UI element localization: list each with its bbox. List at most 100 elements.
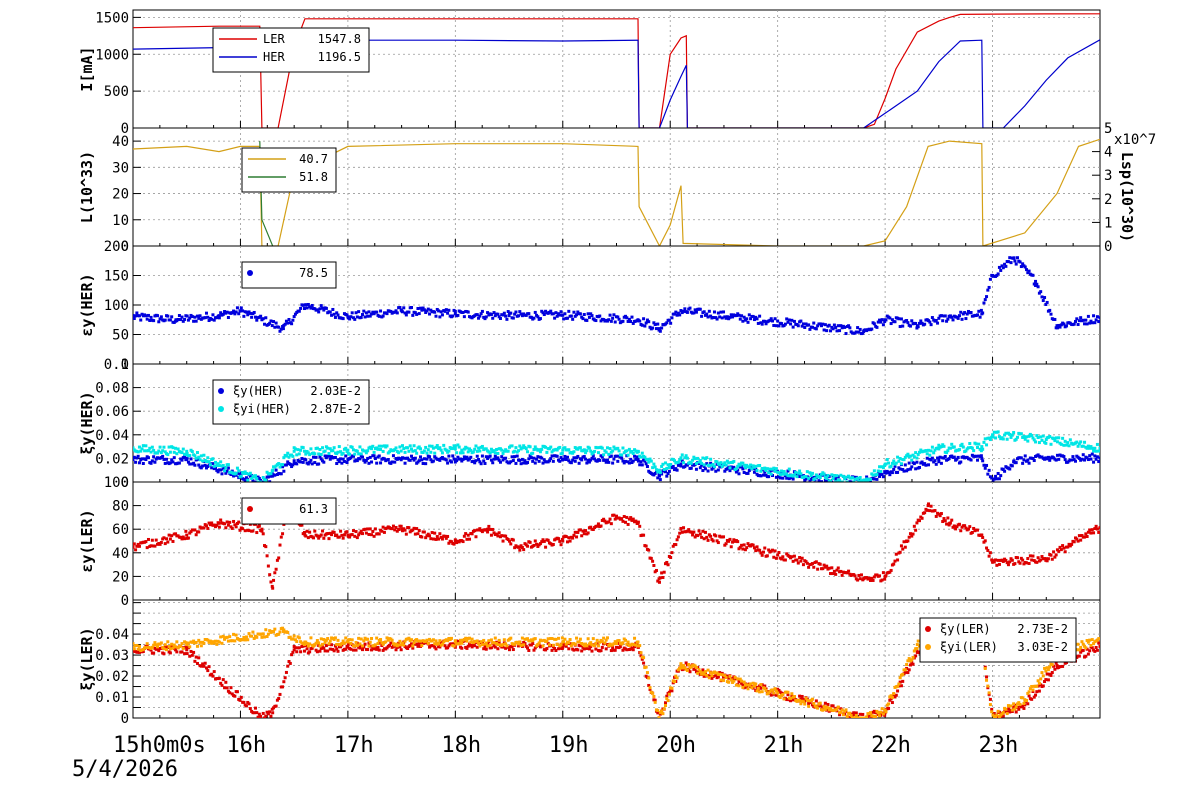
- data-point: [589, 450, 592, 453]
- data-point: [893, 320, 896, 323]
- data-point: [579, 638, 582, 641]
- data-point: [295, 453, 298, 456]
- data-point: [526, 461, 529, 464]
- data-point: [561, 314, 564, 317]
- data-point: [185, 648, 188, 651]
- data-point: [602, 637, 605, 640]
- data-point: [411, 314, 414, 317]
- data-point: [580, 458, 583, 461]
- data-point: [924, 464, 927, 467]
- data-point: [1038, 690, 1041, 693]
- data-point: [834, 477, 837, 480]
- data-point: [434, 538, 437, 541]
- data-point: [730, 545, 733, 548]
- data-point: [450, 637, 453, 640]
- data-point: [175, 452, 178, 455]
- data-point: [165, 537, 168, 540]
- data-point: [748, 469, 751, 472]
- data-point: [183, 652, 186, 655]
- data-point: [825, 477, 828, 480]
- data-point: [995, 564, 998, 567]
- data-point: [750, 467, 753, 470]
- data-point: [193, 660, 196, 663]
- data-point: [432, 460, 435, 463]
- data-point: [208, 665, 211, 668]
- data-point: [767, 471, 770, 474]
- data-point: [188, 655, 191, 658]
- data-point: [420, 458, 423, 461]
- data-point: [959, 311, 962, 314]
- data-point: [995, 477, 998, 480]
- y-tick-label: 100: [104, 298, 129, 314]
- data-point: [636, 455, 639, 458]
- data-point: [211, 462, 214, 465]
- data-point: [474, 459, 477, 462]
- data-point: [334, 456, 337, 459]
- data-point: [740, 544, 743, 547]
- data-point: [545, 647, 548, 650]
- data-point: [474, 535, 477, 538]
- data-point: [606, 446, 609, 449]
- data-point: [719, 679, 722, 682]
- data-point: [762, 551, 765, 554]
- data-point: [255, 531, 258, 534]
- data-point: [899, 457, 902, 460]
- data-point: [147, 538, 150, 541]
- data-point: [887, 702, 890, 705]
- data-point: [776, 320, 779, 323]
- data-point: [1019, 703, 1022, 706]
- data-point: [703, 537, 706, 540]
- data-point: [1022, 458, 1025, 461]
- data-point: [903, 470, 906, 473]
- data-point: [719, 461, 722, 464]
- data-point: [1093, 650, 1096, 653]
- data-point: [320, 533, 323, 536]
- data-point: [775, 324, 778, 327]
- data-point: [556, 315, 559, 318]
- data-point: [1097, 460, 1100, 463]
- data-point: [1099, 526, 1102, 529]
- data-point: [986, 549, 989, 552]
- data-point: [930, 505, 933, 508]
- data-point: [226, 686, 229, 689]
- data-point: [1055, 436, 1058, 439]
- data-point: [1011, 559, 1014, 562]
- data-point: [436, 444, 439, 447]
- data-point: [908, 462, 911, 465]
- data-point: [794, 471, 797, 474]
- data-point: [803, 703, 806, 706]
- data-point: [1078, 319, 1081, 322]
- data-point: [663, 707, 666, 710]
- data-point: [1040, 295, 1043, 298]
- data-point: [1039, 435, 1042, 438]
- data-point: [517, 449, 520, 452]
- data-point: [664, 461, 667, 464]
- data-point: [418, 529, 421, 532]
- data-point: [382, 526, 385, 529]
- data-point: [458, 446, 461, 449]
- data-point: [1064, 550, 1067, 553]
- data-point: [1039, 677, 1042, 680]
- data-point: [346, 646, 349, 649]
- data-point: [397, 528, 400, 531]
- data-point: [980, 445, 983, 448]
- data-point: [278, 630, 281, 633]
- data-point: [165, 648, 168, 651]
- data-point: [303, 534, 306, 537]
- data-point: [271, 711, 274, 714]
- data-point: [544, 446, 547, 449]
- data-point: [551, 454, 554, 457]
- data-point: [619, 645, 622, 648]
- data-point: [1037, 556, 1040, 559]
- data-point: [249, 707, 252, 710]
- data-point: [369, 527, 372, 530]
- data-point: [688, 670, 691, 673]
- data-point: [504, 315, 507, 318]
- data-point: [337, 451, 340, 454]
- data-point: [1099, 316, 1102, 319]
- data-point: [169, 318, 172, 321]
- data-point: [321, 446, 324, 449]
- data-point: [740, 680, 743, 683]
- data-point: [326, 532, 329, 535]
- data-point: [935, 319, 938, 322]
